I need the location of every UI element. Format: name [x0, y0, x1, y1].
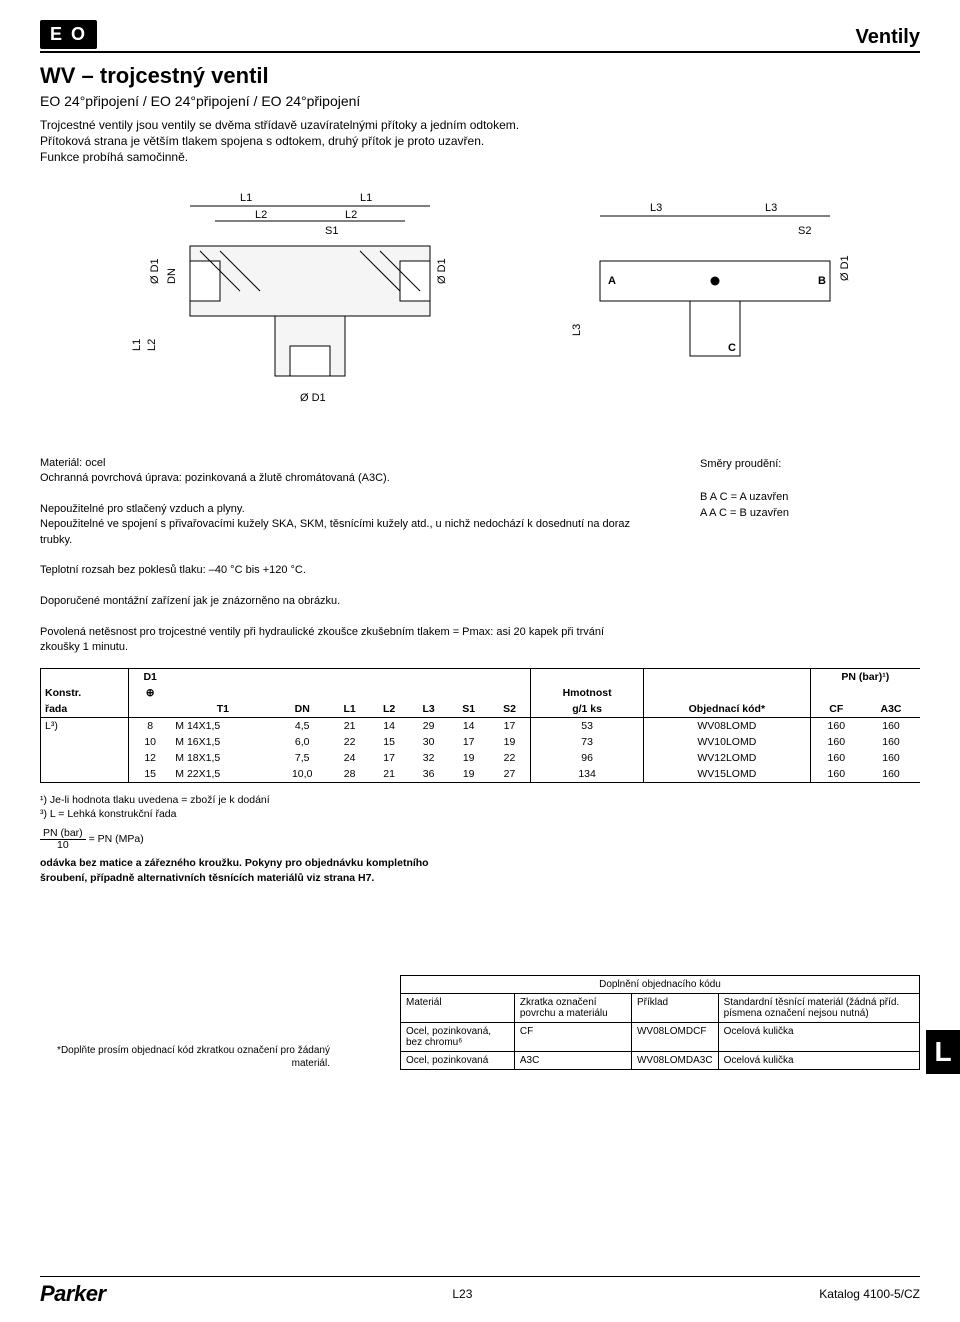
svg-text:Ø D1: Ø D1 [300, 392, 326, 404]
svg-text:S2: S2 [798, 225, 811, 237]
order-code-table: Doplnění objednacího kódu Materiál Zkrat… [400, 975, 920, 1070]
svg-text:L2: L2 [345, 209, 357, 221]
svg-text:C: C [728, 342, 736, 354]
section-tab: L [926, 1030, 960, 1074]
restriction-2: Nepoužitelné ve spojení s přivařovacími … [40, 517, 640, 548]
svg-text:L1: L1 [360, 192, 372, 204]
flow-line-2: A A C = B uzavřen [700, 505, 920, 522]
restriction-1: Nepoužitelné pro stlačený vzduch a plyny… [40, 502, 640, 517]
page-subtitle: EO 24°připojení / EO 24°připojení / EO 2… [40, 93, 920, 109]
svg-text:S1: S1 [325, 225, 338, 237]
mounting-note: Doporučené montážní zařízení jak je znáz… [40, 594, 640, 609]
flow-heading: Směry proudění: [700, 456, 920, 473]
temp-range: Teplotní rozsah bez poklesů tlaku: –40 °… [40, 563, 640, 578]
pn-formula-denominator: 10 [40, 840, 86, 851]
flow-line-1: B A C = A uzavřen [700, 489, 920, 506]
spec-table: D1 PN (bar)¹) Konstr. ⊕ Hmotnost řada T1… [40, 668, 920, 783]
svg-text:B: B [818, 275, 826, 287]
footnote-3: ³) L = Lehká konstrukční řada [40, 807, 920, 822]
svg-text:L3: L3 [765, 202, 777, 214]
svg-text:Ø D1: Ø D1 [839, 255, 851, 281]
parker-logo: Parker [40, 1281, 106, 1307]
table-row: L³)8M 14X1,54,5211429141753WV08LOMD16016… [41, 717, 921, 734]
svg-text:L2: L2 [146, 338, 158, 350]
svg-text:Ø D1: Ø D1 [149, 258, 161, 284]
header-category: Ventily [856, 26, 920, 49]
svg-text:DN: DN [166, 268, 178, 284]
material-heading: Materiál: ocel [40, 456, 640, 471]
page-title: WV – trojcestný ventil [40, 63, 920, 89]
catalog-ref: Katalog 4100-5/CZ [819, 1287, 920, 1301]
eo-logo: E O [40, 20, 97, 49]
svg-text:L1: L1 [131, 338, 143, 350]
pn-formula-result: = PN (MPa) [89, 833, 144, 845]
intro-text: Trojcestné ventily jsou ventily se dvěma… [40, 117, 520, 166]
svg-text:L3: L3 [571, 323, 583, 335]
table-row: 10M 16X1,56,0221530171973WV10LOMD160160 [41, 734, 921, 750]
pn-formula-numerator: PN (bar) [40, 828, 86, 840]
svg-text:L1: L1 [240, 192, 252, 204]
leak-note: Povolená netěsnost pro trojcestné ventil… [40, 625, 640, 656]
technical-diagram: L1 L1 L2 L2 S1 Ø D1 DN Ø D1 L2 L1 Ø D1 L… [40, 176, 920, 436]
surface-treatment: Ochranná povrchová úprava: pozinkovaná a… [40, 471, 640, 486]
table-row: 15M 22X1,510,02821361927134WV15LOMD16016… [41, 766, 921, 783]
svg-text:A: A [608, 275, 616, 287]
delivery-note: odávka bez matice a zářezného kroužku. P… [40, 856, 460, 885]
svg-text:L3: L3 [650, 202, 662, 214]
svg-text:Ø D1: Ø D1 [436, 258, 448, 284]
svg-text:L2: L2 [255, 209, 267, 221]
footnote-1: ¹) Je-li hodnota tlaku uvedena = zboží j… [40, 793, 920, 808]
page-number: L23 [452, 1287, 472, 1301]
order-code-footnote: *Doplňte prosím objednací kód zkratkou o… [40, 1044, 340, 1070]
table-row: 12M 18X1,57,5241732192296WV12LOMD160160 [41, 750, 921, 766]
